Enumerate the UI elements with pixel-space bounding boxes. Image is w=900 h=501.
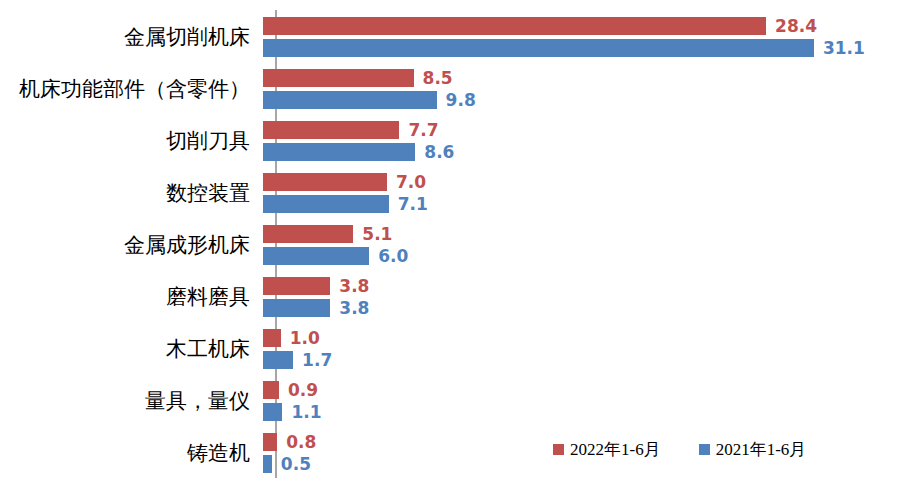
value-label-2022年1-6月: 7.7 — [408, 122, 438, 139]
category-label: 量具，量仪 — [0, 391, 263, 412]
bar-2022年1-6月 — [263, 381, 279, 399]
value-label-2022年1-6月: 8.5 — [423, 70, 453, 87]
category-group: 磨料磨具3.83.8 — [0, 271, 900, 323]
bar-line: 7.0 — [263, 173, 428, 191]
category-label: 切削刀具 — [0, 131, 263, 152]
category-label: 磨料磨具 — [0, 287, 263, 308]
value-label-2022年1-6月: 3.8 — [339, 278, 369, 295]
bar-2022年1-6月 — [263, 277, 330, 295]
value-label-2021年1-6月: 7.1 — [398, 196, 428, 213]
bar-group: 8.59.8 — [263, 69, 476, 109]
bar-line: 0.5 — [263, 455, 316, 473]
legend-label-2021: 2021年1-6月 — [716, 441, 807, 458]
category-label: 木工机床 — [0, 339, 263, 360]
legend-label-2022: 2022年1-6月 — [570, 441, 661, 458]
category-group: 金属成形机床5.16.0 — [0, 219, 900, 271]
bar-line: 8.5 — [263, 69, 476, 87]
value-label-2021年1-6月: 3.8 — [339, 300, 369, 317]
value-label-2022年1-6月: 1.0 — [290, 330, 320, 347]
bar-line: 3.8 — [263, 299, 369, 317]
bar-group: 0.80.5 — [263, 433, 316, 473]
grouped-bar-chart: 金属切削机床28.431.1机床功能部件（含零件）8.59.8切削刀具7.78.… — [0, 0, 900, 501]
bar-2021年1-6月 — [263, 39, 814, 57]
bar-line: 8.6 — [263, 143, 454, 161]
value-label-2022年1-6月: 0.9 — [288, 382, 318, 399]
legend-item-2021: 2021年1-6月 — [699, 441, 807, 458]
bar-line: 5.1 — [263, 225, 408, 243]
bar-line: 7.1 — [263, 195, 428, 213]
value-label-2022年1-6月: 28.4 — [775, 18, 817, 35]
legend-item-2022: 2022年1-6月 — [553, 441, 661, 458]
bar-group: 1.01.7 — [263, 329, 332, 369]
bar-line: 3.8 — [263, 277, 369, 295]
legend: 2022年1-6月 2021年1-6月 — [553, 441, 806, 458]
bar-line: 1.0 — [263, 329, 332, 347]
category-label: 金属成形机床 — [0, 235, 263, 256]
bar-line: 7.7 — [263, 121, 454, 139]
bar-2021年1-6月 — [263, 455, 272, 473]
bar-2021年1-6月 — [263, 195, 389, 213]
category-group: 木工机床1.01.7 — [0, 323, 900, 375]
value-label-2021年1-6月: 1.7 — [302, 352, 332, 369]
bar-group: 0.91.1 — [263, 381, 322, 421]
category-label: 机床功能部件（含零件） — [0, 79, 263, 100]
value-label-2021年1-6月: 1.1 — [291, 404, 321, 421]
legend-swatch-2021 — [699, 444, 710, 455]
category-group: 金属切削机床 28.4 31.1 — [0, 11, 900, 63]
bar-2021年1-6月 — [263, 403, 282, 421]
bar-line: 1.7 — [263, 351, 332, 369]
category-group: 量具，量仪0.91.1 — [0, 375, 900, 427]
category-label: 数控装置 — [0, 183, 263, 204]
value-label-2022年1-6月: 7.0 — [396, 174, 426, 191]
bar-2022年1-6月 — [263, 121, 399, 139]
bar-line: 28.4 — [263, 17, 865, 35]
category-group: 切削刀具7.78.6 — [0, 115, 900, 167]
bar-group: 28.4 31.1 — [263, 17, 865, 57]
bar-line: 1.1 — [263, 403, 322, 421]
bar-2021年1-6月 — [263, 91, 437, 109]
bar-group: 7.07.1 — [263, 173, 428, 213]
bar-2022年1-6月 — [263, 69, 414, 87]
value-label-2022年1-6月: 0.8 — [286, 434, 316, 451]
legend-swatch-2022 — [553, 444, 564, 455]
bar-2022年1-6月 — [263, 173, 387, 191]
value-label-2021年1-6月: 6.0 — [378, 248, 408, 265]
bar-2022年1-6月 — [263, 433, 277, 451]
value-label-2021年1-6月: 8.6 — [424, 144, 454, 161]
category-group: 数控装置7.07.1 — [0, 167, 900, 219]
bar-2022年1-6月 — [263, 329, 281, 347]
bar-line: 0.9 — [263, 381, 322, 399]
chart-plot-area: 金属切削机床28.431.1机床功能部件（含零件）8.59.8切削刀具7.78.… — [0, 11, 900, 479]
bar-group: 5.16.0 — [263, 225, 408, 265]
value-label-2022年1-6月: 5.1 — [362, 226, 392, 243]
bar-2022年1-6月 — [263, 17, 766, 35]
category-group: 机床功能部件（含零件）8.59.8 — [0, 63, 900, 115]
bar-group: 7.78.6 — [263, 121, 454, 161]
bar-line: 6.0 — [263, 247, 408, 265]
category-label: 铸造机 — [0, 443, 263, 464]
bar-line: 0.8 — [263, 433, 316, 451]
value-label-2021年1-6月: 0.5 — [281, 456, 311, 473]
bar-group: 3.83.8 — [263, 277, 369, 317]
value-label-2021年1-6月: 9.8 — [446, 92, 476, 109]
value-label-2021年1-6月: 31.1 — [823, 40, 865, 57]
bar-2021年1-6月 — [263, 351, 293, 369]
bar-2021年1-6月 — [263, 143, 415, 161]
category-label: 金属切削机床 — [0, 27, 263, 48]
bar-2021年1-6月 — [263, 247, 369, 265]
bar-2021年1-6月 — [263, 299, 330, 317]
bar-2022年1-6月 — [263, 225, 353, 243]
bar-line: 31.1 — [263, 39, 865, 57]
bar-line: 9.8 — [263, 91, 476, 109]
